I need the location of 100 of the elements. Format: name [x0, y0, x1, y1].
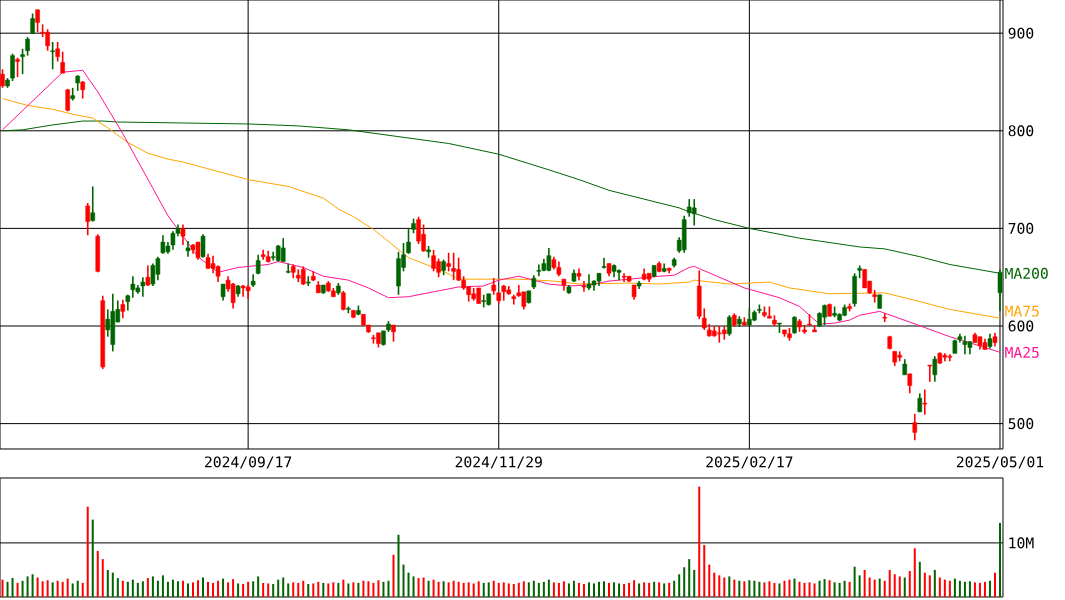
candlestick	[15, 56, 20, 78]
bar	[457, 581, 460, 597]
bar	[993, 572, 996, 597]
bar	[222, 578, 225, 597]
bar	[743, 581, 746, 597]
y-tick-label: 10M	[1009, 537, 1034, 549]
bar	[943, 579, 946, 597]
bar	[978, 582, 981, 597]
bar	[527, 582, 530, 597]
bar	[407, 572, 410, 597]
bar	[823, 579, 826, 597]
candlestick	[727, 314, 732, 337]
y-tick-label: 700	[1008, 222, 1034, 234]
bar	[998, 522, 1001, 597]
bar	[678, 574, 681, 597]
bar	[106, 569, 109, 597]
bar	[237, 583, 240, 597]
bar	[352, 582, 355, 597]
bar	[898, 576, 901, 597]
bar	[121, 580, 124, 597]
candlestick	[25, 36, 30, 57]
candlestick	[60, 50, 65, 74]
bar	[768, 581, 771, 597]
bar	[547, 579, 550, 597]
bar	[708, 564, 711, 597]
bar	[748, 580, 751, 597]
bar	[658, 582, 661, 597]
bar	[572, 580, 575, 597]
bar	[327, 583, 330, 597]
bar	[11, 578, 14, 597]
bar	[567, 583, 570, 597]
bar	[703, 545, 706, 597]
candlestick	[55, 41, 60, 63]
candlestick	[20, 48, 25, 75]
bar	[317, 581, 320, 597]
bar	[668, 582, 671, 597]
bar	[392, 554, 395, 597]
bar	[76, 580, 79, 597]
candlestick	[10, 52, 15, 82]
bar	[562, 581, 565, 597]
bar	[868, 577, 871, 597]
bar	[598, 581, 600, 597]
bar	[818, 580, 821, 597]
bar	[322, 582, 325, 597]
bar	[146, 578, 149, 597]
y-tick-label: 600	[1008, 320, 1034, 332]
candlestick	[0, 68, 5, 89]
bar	[963, 581, 966, 597]
bar	[267, 583, 270, 597]
bar	[883, 580, 886, 597]
bar	[948, 580, 951, 597]
bar	[613, 582, 616, 597]
bar	[477, 581, 480, 597]
bar	[683, 567, 686, 597]
bar	[973, 582, 976, 597]
bar	[151, 576, 154, 597]
bar	[803, 582, 806, 597]
bar	[502, 582, 505, 597]
candlestick	[280, 237, 286, 263]
bar	[302, 580, 305, 597]
bar	[688, 559, 691, 597]
bar	[653, 581, 656, 597]
bar	[738, 580, 741, 597]
bar	[432, 579, 435, 597]
bar	[156, 580, 159, 597]
y-tick-label: 500	[1008, 418, 1034, 430]
bar	[362, 580, 365, 597]
bar	[713, 572, 716, 597]
bar	[577, 582, 580, 597]
candlestick	[691, 198, 697, 227]
bar	[282, 577, 285, 597]
x-tick-label: 2025/02/17	[706, 456, 793, 469]
candlestick	[536, 263, 542, 278]
bar	[131, 579, 134, 597]
candlestick	[90, 185, 96, 223]
bar	[61, 581, 64, 597]
bar	[633, 580, 636, 597]
bar	[417, 578, 420, 597]
bar	[166, 581, 169, 597]
bar	[958, 580, 961, 597]
bar	[101, 559, 104, 597]
bar	[1, 579, 4, 597]
bar	[763, 582, 766, 597]
bar	[367, 581, 370, 597]
bar	[873, 579, 876, 597]
bar	[217, 580, 220, 597]
bar	[81, 582, 84, 597]
bar	[603, 581, 606, 597]
bar	[773, 582, 776, 597]
candlestick	[406, 227, 411, 255]
bar	[863, 569, 866, 597]
bar	[928, 575, 931, 597]
bar	[447, 582, 450, 597]
bar	[472, 583, 475, 597]
bar	[462, 582, 465, 597]
bar	[878, 578, 881, 597]
bar	[292, 582, 295, 597]
bar	[618, 583, 621, 597]
bar	[798, 581, 801, 597]
bar	[833, 582, 836, 597]
